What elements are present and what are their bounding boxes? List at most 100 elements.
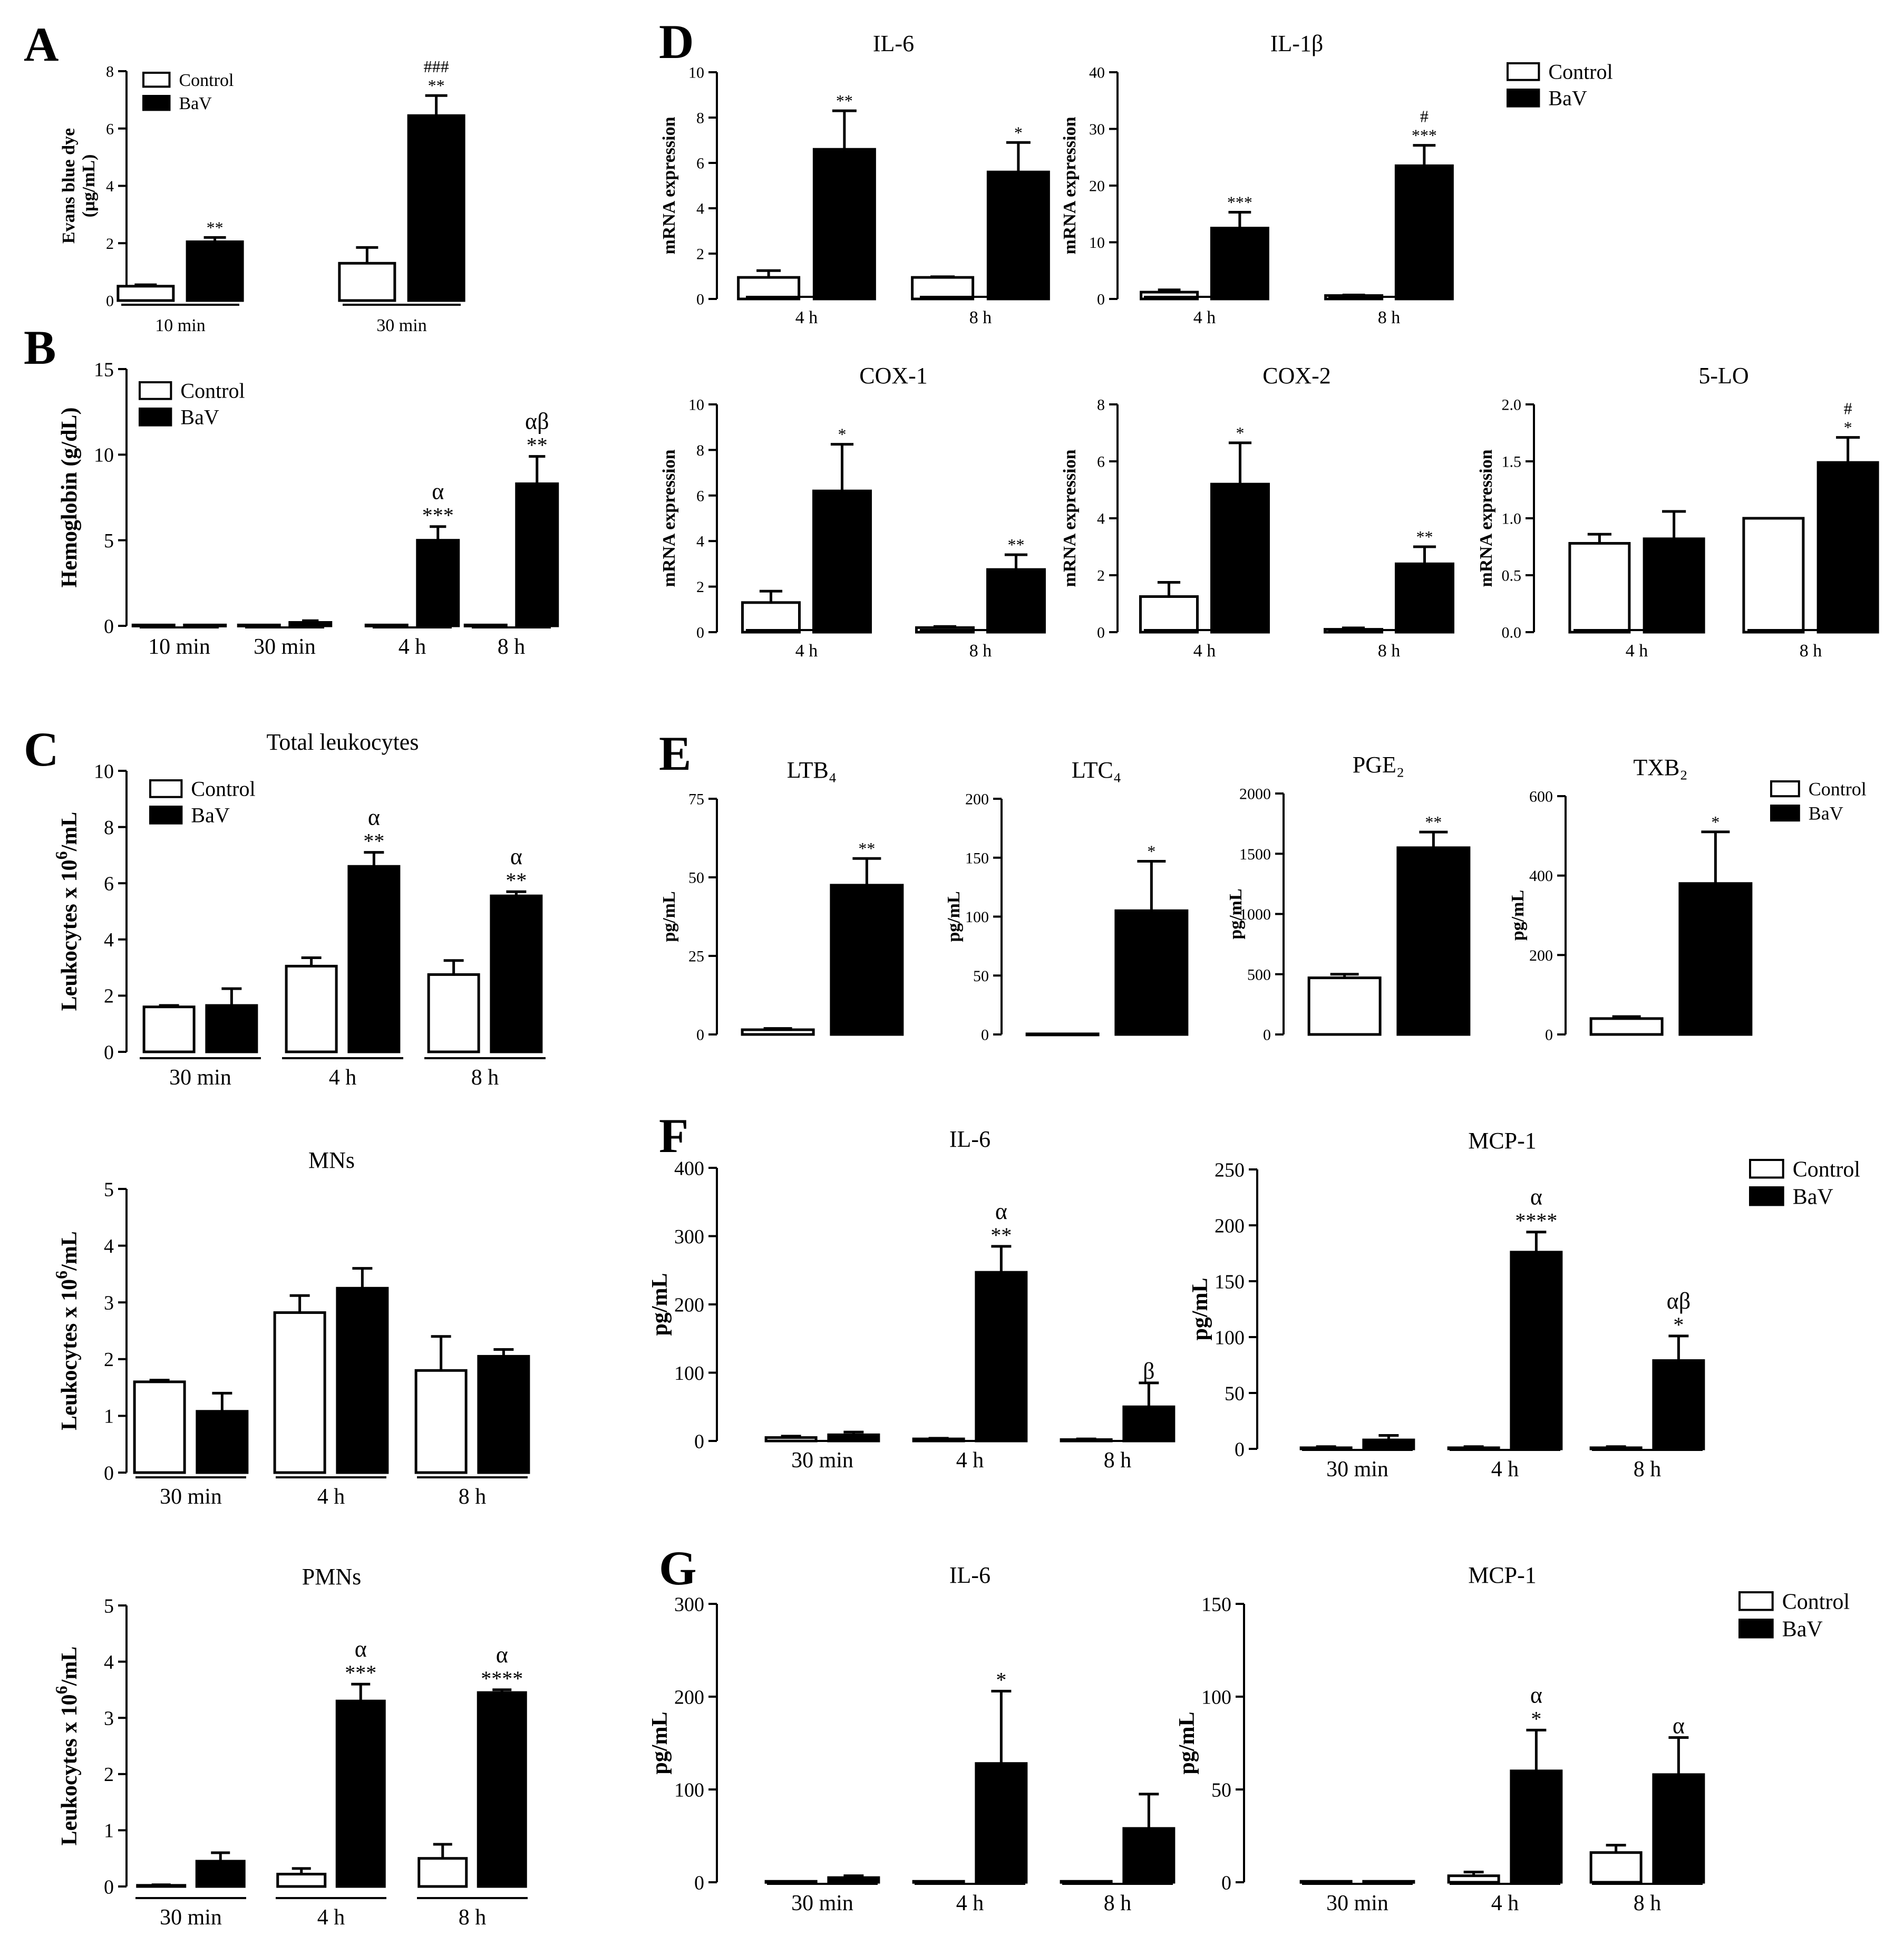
legend-label-control: Control: [1548, 60, 1612, 84]
significance-mark: ***: [1412, 126, 1437, 145]
bar-control: [1140, 291, 1199, 301]
y-tick-label: 3: [104, 1292, 114, 1314]
bar-control: [285, 964, 338, 1053]
x-category-label: 30 min: [1326, 1891, 1388, 1915]
bar-bav: [1652, 1359, 1705, 1450]
y-tick-label: 10: [688, 396, 704, 414]
y-tick-label: 4: [104, 1235, 114, 1257]
y-tick-label: 1000: [1239, 906, 1271, 923]
bar-control: [1742, 517, 1805, 634]
y-tick-label: 0: [696, 624, 704, 642]
significance-mark: *: [1014, 123, 1023, 142]
x-category-label: 4 h: [1626, 641, 1648, 661]
legend-swatch-bav: [1738, 1619, 1774, 1639]
panel-label-F: F: [659, 1109, 688, 1163]
chart-title: Total leukocytes: [267, 729, 419, 755]
significance-mark: #: [1844, 399, 1852, 418]
bar-control: [338, 262, 396, 302]
y-tick-label: 8: [696, 442, 704, 459]
x-category-label: 8 h: [1104, 1891, 1132, 1915]
significance-mark: ***: [345, 1661, 376, 1685]
y-tick-label: 100: [1201, 1686, 1231, 1708]
y-tick-label: 4: [104, 929, 114, 951]
y-tick-label: 500: [1247, 966, 1271, 983]
y-axis-label: Hemoglobin (g/dL): [57, 408, 82, 588]
bar-bav: [1362, 1438, 1415, 1450]
y-axis-label: mRNA expression: [1060, 449, 1080, 587]
y-tick-label: 50: [688, 869, 704, 887]
y-tick-label: 0: [696, 291, 704, 308]
y-tick-label: 10: [94, 760, 114, 782]
x-category-label: 30 min: [160, 1905, 222, 1930]
chart-title: 5-LO: [1698, 363, 1748, 389]
y-axis-label: pg/mL: [1188, 1278, 1212, 1340]
bar-control: [427, 973, 480, 1053]
panel-label-B: B: [24, 321, 56, 374]
y-tick-label: 200: [674, 1686, 704, 1708]
legend-swatch-control: [1507, 62, 1540, 81]
y-tick-label: 0: [104, 1462, 114, 1484]
x-category-label: 4 h: [795, 641, 818, 661]
significance-mark: **: [836, 91, 853, 110]
y-tick-label: 300: [674, 1226, 704, 1248]
legend-label-bav: BaV: [1809, 802, 1843, 824]
legend-swatch-control: [1738, 1591, 1774, 1611]
bar-control: [463, 623, 508, 627]
significance-mark: *: [1531, 1707, 1541, 1730]
bar-bav: [1510, 1769, 1563, 1884]
y-tick-label: 50: [1225, 1382, 1245, 1405]
bar-bav: [1122, 1405, 1176, 1443]
legend-swatch-control: [139, 381, 172, 400]
y-tick-label: 2: [696, 578, 704, 596]
panel-label-D: D: [659, 15, 694, 69]
y-tick-label: 4: [106, 178, 114, 195]
bar-bav: [347, 865, 401, 1053]
chart-title: LTB₄: [787, 757, 837, 783]
significance-mark: **: [506, 868, 527, 892]
y-axis-label: (µg/mL): [79, 154, 99, 218]
y-tick-label: 200: [965, 791, 989, 808]
chart-title: TXB₂: [1633, 754, 1687, 780]
significance-mark: α: [1673, 1712, 1685, 1738]
bar-bav: [335, 1699, 386, 1888]
y-tick-label: 2: [104, 1764, 114, 1786]
y-tick-label: 1500: [1239, 846, 1271, 863]
bar-bav: [490, 894, 543, 1053]
chart-F1: F IL-6 0 100 200 300 400 pg/mL 30 min 4 h 8 h α** β: [648, 1109, 1176, 1473]
bar-control: [276, 1873, 327, 1888]
bar-control: [911, 276, 975, 301]
y-tick-label: 0: [981, 1027, 989, 1044]
y-tick-label: 50: [1211, 1779, 1231, 1801]
chart-title: COX-1: [859, 363, 928, 389]
y-axis-label: Leukocytes x 106/mL: [52, 1647, 82, 1846]
y-tick-label: 0: [106, 293, 114, 310]
bar-control: [133, 1380, 186, 1474]
significance-mark: ***: [1227, 193, 1252, 212]
significance-mark: **: [1416, 527, 1433, 546]
significance-mark: *: [838, 425, 847, 444]
x-category-label: 4 h: [399, 635, 426, 659]
legend-swatch-bav: [1507, 89, 1540, 108]
y-tick-label: 2: [696, 246, 704, 263]
bar-bav: [477, 1691, 527, 1888]
y-tick-label: 2000: [1239, 786, 1271, 803]
bar-bav: [827, 1876, 880, 1884]
y-tick-label: 10: [94, 444, 114, 467]
y-axis-label: pg/mL: [648, 1273, 672, 1336]
x-category-label: 8 h: [1104, 1448, 1132, 1473]
bar-bav: [975, 1762, 1028, 1884]
legend-label-bav: BaV: [180, 405, 219, 429]
legend-label-control: Control: [191, 777, 255, 801]
bar-control: [912, 1880, 965, 1884]
y-tick-label: 1.0: [1502, 510, 1522, 528]
significance-mark: α: [510, 844, 522, 869]
y-axis-label: pg/mL: [1508, 890, 1528, 941]
bar-control: [764, 1880, 818, 1884]
chart-E2: LTC₄ 0 50 100 150 200 pg/mL *: [944, 757, 1189, 1044]
chart-C3: PMNs 0 1 2 3 4 5 Leukocytes x 106/mL 30 min 4 h 8 …: [52, 1564, 528, 1930]
bar-bav: [1396, 846, 1471, 1036]
y-tick-label: 0: [1097, 624, 1105, 642]
y-tick-label: 6: [104, 873, 114, 895]
